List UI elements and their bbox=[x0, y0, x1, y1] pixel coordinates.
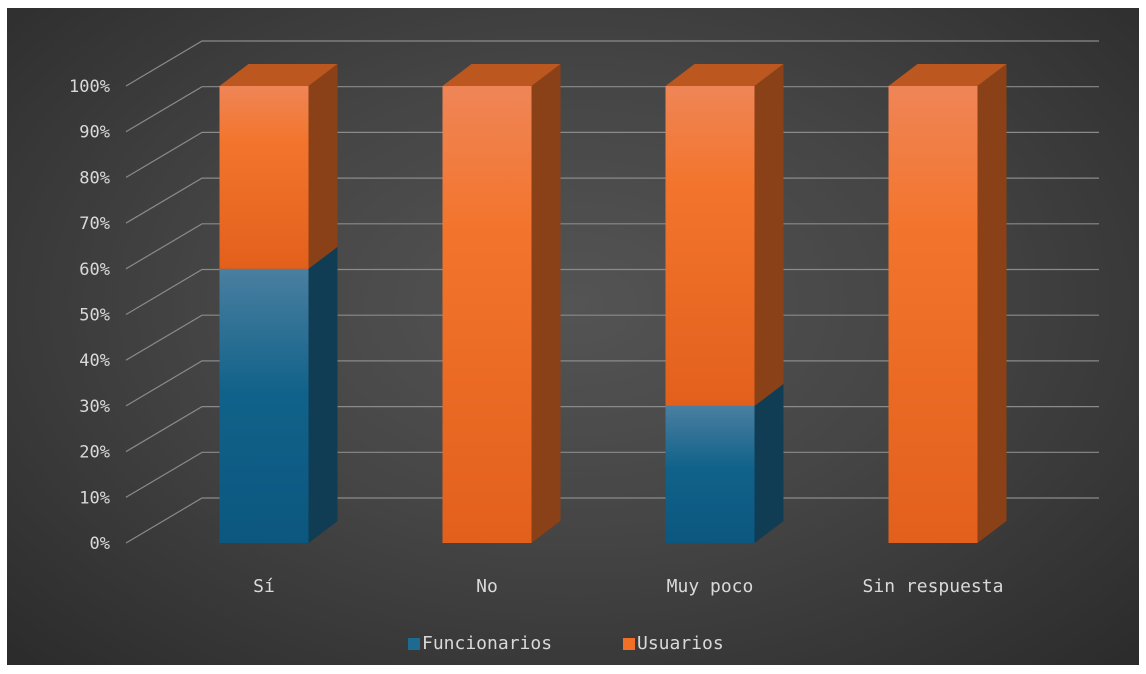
y-tick-label: 60% bbox=[79, 260, 110, 280]
bars bbox=[219, 64, 1007, 544]
gridline bbox=[125, 497, 1099, 544]
gridline bbox=[125, 451, 1099, 498]
gridline bbox=[125, 177, 1099, 224]
legend: Funcionarios Usuarios bbox=[408, 633, 724, 654]
y-axis: 0% 10% 20% 30% 40% 50% 60% 70% 80% 90% 100% bbox=[69, 77, 110, 554]
bar-si-funcionarios-side bbox=[308, 246, 338, 544]
gridline bbox=[125, 131, 1099, 178]
y-tick-label: 90% bbox=[79, 123, 110, 143]
x-category-label: No bbox=[476, 576, 498, 597]
bar-no-usuarios-top bbox=[442, 64, 561, 86]
legend-swatch-funcionarios bbox=[408, 638, 420, 650]
bar-si-usuarios-side bbox=[308, 64, 338, 269]
y-tick-label: 0% bbox=[90, 534, 110, 554]
bar-sin-respuesta-usuarios-top bbox=[888, 64, 1007, 86]
bar-muy-poco-usuarios-side bbox=[754, 64, 784, 406]
gridline bbox=[125, 40, 1099, 87]
y-tick-label: 30% bbox=[79, 397, 110, 417]
y-tick-label: 20% bbox=[79, 443, 110, 463]
bar-muy-poco-funcionarios-side bbox=[754, 383, 784, 543]
gridline bbox=[125, 268, 1099, 316]
x-axis: Sí No Muy poco Sin respuesta bbox=[253, 576, 1003, 597]
bar-si-usuarios bbox=[219, 86, 309, 269]
bar-muy-poco-funcionarios bbox=[665, 405, 755, 543]
bar-si-funcionarios bbox=[219, 268, 309, 543]
stacked-bar-chart: 0% 10% 20% 30% 40% 50% 60% 70% 80% 90% 100% Sí No Mu… bbox=[69, 40, 1099, 654]
y-tick-label: 50% bbox=[79, 306, 110, 326]
bar-si-usuarios-top bbox=[219, 64, 338, 86]
y-tick-label: 100% bbox=[69, 77, 110, 97]
gridline bbox=[125, 314, 1099, 361]
legend-label-usuarios: Usuarios bbox=[637, 633, 724, 654]
bar-muy-poco-usuarios bbox=[665, 86, 755, 406]
y-tick-label: 70% bbox=[79, 214, 110, 234]
y-tick-label: 80% bbox=[79, 168, 110, 188]
legend-swatch-usuarios bbox=[623, 638, 635, 650]
bar-sin-respuesta-usuarios bbox=[888, 86, 978, 543]
gridline bbox=[125, 360, 1099, 407]
y-tick-label: 10% bbox=[79, 488, 110, 508]
chart-area: 0% 10% 20% 30% 40% 50% 60% 70% 80% 90% 100% Sí No Mu… bbox=[7, 8, 1139, 665]
legend-label-funcionarios: Funcionarios bbox=[422, 633, 552, 654]
bar-no-usuarios-side bbox=[531, 64, 561, 543]
bar-no-usuarios bbox=[442, 86, 532, 543]
bar-muy-poco-usuarios-top bbox=[665, 64, 784, 86]
gridline bbox=[125, 86, 1099, 133]
x-category-label: Muy poco bbox=[667, 576, 754, 597]
bar-sin-respuesta-usuarios-side bbox=[977, 64, 1007, 543]
gridline bbox=[125, 406, 1099, 453]
y-tick-label: 40% bbox=[79, 351, 110, 371]
x-category-label: Sí bbox=[253, 576, 275, 597]
x-category-label: Sin respuesta bbox=[863, 576, 1004, 597]
gridlines bbox=[125, 40, 1099, 544]
gridline bbox=[125, 223, 1099, 270]
